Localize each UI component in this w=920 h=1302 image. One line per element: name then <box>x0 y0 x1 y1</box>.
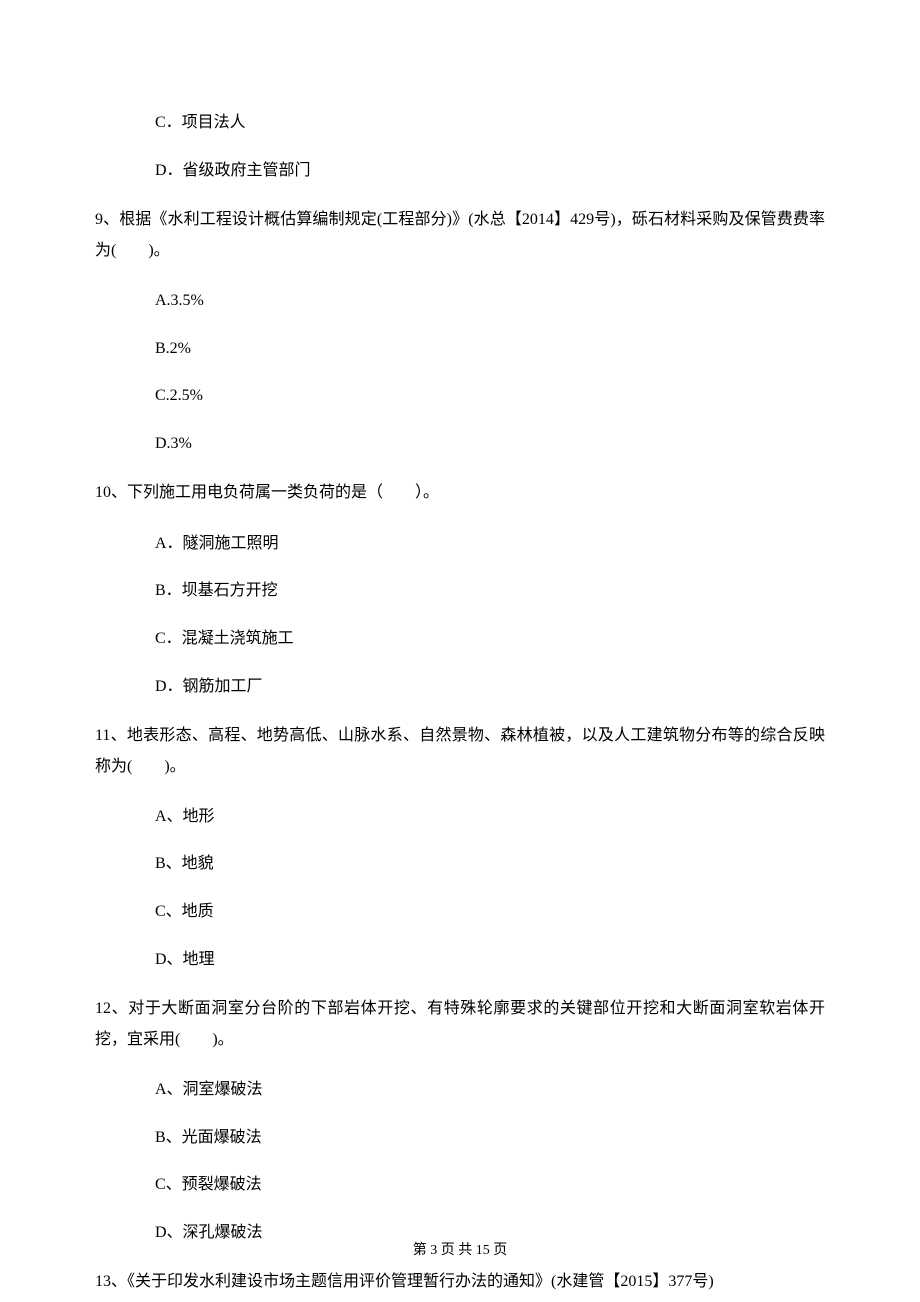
option-text: C.2.5% <box>155 387 203 404</box>
question-11-text: 11、地表形态、高程、地势高低、山脉水系、自然景物、森林植被，以及人工建筑物分布… <box>95 721 825 782</box>
question-11-option-c: C、地质 <box>95 899 825 925</box>
question-text-content: 13、《关于印发水利建设市场主题信用评价管理暂行办法的通知》(水建管【2015】… <box>95 1273 714 1290</box>
question-12-text: 12、对于大断面洞室分台阶的下部岩体开挖、有特殊轮廓要求的关键部位开挖和大断面洞… <box>95 994 825 1055</box>
question-12-option-a: A、洞室爆破法 <box>95 1077 825 1103</box>
option-text: A.3.5% <box>155 292 204 309</box>
option-text: C、预裂爆破法 <box>155 1176 262 1193</box>
question-12-option-b: B、光面爆破法 <box>95 1125 825 1151</box>
question-8-option-d: D．省级政府主管部门 <box>95 158 825 184</box>
page-number: 第 3 页 共 15 页 <box>413 1243 508 1258</box>
question-9-option-c: C.2.5% <box>95 383 825 409</box>
question-11-option-d: D、地理 <box>95 947 825 973</box>
question-10-option-d: D．钢筋加工厂 <box>95 674 825 700</box>
option-text: B、光面爆破法 <box>155 1129 262 1146</box>
option-text: B.2% <box>155 340 191 357</box>
option-text: C、地质 <box>155 903 214 920</box>
page-footer: 第 3 页 共 15 页 <box>0 1240 920 1262</box>
question-10-option-a: A．隧洞施工照明 <box>95 531 825 557</box>
question-text-content: 10、下列施工用电负荷属一类负荷的是（ ）。 <box>95 484 439 501</box>
question-10-option-c: C．混凝土浇筑施工 <box>95 626 825 652</box>
option-text: B、地貌 <box>155 855 214 872</box>
option-text: C．项目法人 <box>155 114 246 131</box>
question-11-option-b: B、地貌 <box>95 851 825 877</box>
option-text: D、深孔爆破法 <box>155 1224 263 1241</box>
question-11-option-a: A、地形 <box>95 804 825 830</box>
option-text: B．坝基石方开挖 <box>155 582 278 599</box>
question-13-text: 13、《关于印发水利建设市场主题信用评价管理暂行办法的通知》(水建管【2015】… <box>95 1267 825 1297</box>
question-9-option-d: D.3% <box>95 431 825 457</box>
option-text: D．省级政府主管部门 <box>155 162 311 179</box>
question-text-content: 9、根据《水利工程设计概估算编制规定(工程部分)》(水总【2014】429号)，… <box>95 211 825 258</box>
option-text: D．钢筋加工厂 <box>155 678 263 695</box>
option-text: C．混凝土浇筑施工 <box>155 630 294 647</box>
option-text: D.3% <box>155 435 192 452</box>
question-9-option-b: B.2% <box>95 336 825 362</box>
option-text: A．隧洞施工照明 <box>155 535 279 552</box>
option-text: A、地形 <box>155 808 215 825</box>
question-text-content: 11、地表形态、高程、地势高低、山脉水系、自然景物、森林植被，以及人工建筑物分布… <box>95 727 825 774</box>
question-10-text: 10、下列施工用电负荷属一类负荷的是（ ）。 <box>95 478 825 508</box>
option-text: D、地理 <box>155 951 215 968</box>
question-text-content: 12、对于大断面洞室分台阶的下部岩体开挖、有特殊轮廓要求的关键部位开挖和大断面洞… <box>95 1000 825 1047</box>
question-9-option-a: A.3.5% <box>95 288 825 314</box>
question-9-text: 9、根据《水利工程设计概估算编制规定(工程部分)》(水总【2014】429号)，… <box>95 205 825 266</box>
question-10-option-b: B．坝基石方开挖 <box>95 578 825 604</box>
option-text: A、洞室爆破法 <box>155 1081 263 1098</box>
question-8-option-c: C．项目法人 <box>95 110 825 136</box>
question-12-option-c: C、预裂爆破法 <box>95 1172 825 1198</box>
